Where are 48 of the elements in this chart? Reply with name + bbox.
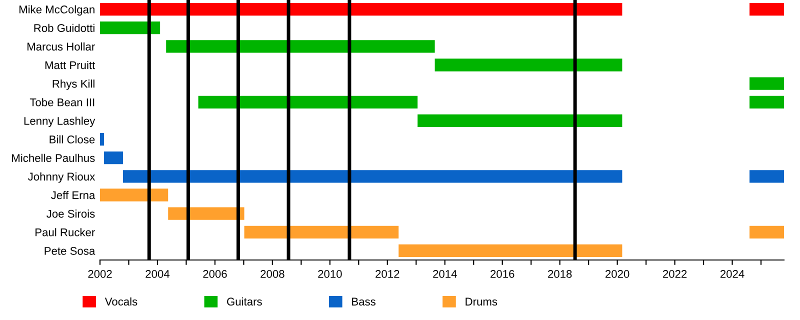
- legend-label: Guitars: [227, 297, 262, 306]
- y-tick-label: Paul Rucker: [36, 228, 95, 236]
- bar: [750, 170, 784, 183]
- bar: [244, 226, 399, 238]
- y-tick-label: Marcus Hollar: [28, 42, 95, 51]
- bar: [198, 96, 418, 108]
- x-tick-label: 2010: [318, 270, 342, 278]
- x-tick-label: 2004: [146, 270, 170, 278]
- y-tick-label: Jeff Erna: [51, 190, 96, 200]
- x-tick-label: 2018: [548, 270, 572, 278]
- legend-label: Bass: [352, 298, 376, 306]
- y-tick-label: Joe Sirois: [46, 210, 95, 218]
- bar: [122, 170, 622, 183]
- y-tick-label: Tobe Bean III: [30, 98, 94, 106]
- bar: [434, 58, 622, 72]
- y-tick-label: Rob Guidotti: [34, 24, 94, 32]
- x-tick-label: 2012: [376, 270, 400, 278]
- bar: [398, 244, 622, 258]
- bar: [750, 77, 784, 90]
- x-tick-label: 2014: [433, 270, 457, 278]
- bar: [100, 22, 160, 34]
- y-tick-label: Matt Pruitt: [45, 60, 96, 70]
- x-tick-label: 2024: [720, 270, 744, 278]
- x-tick-label: 2020: [606, 270, 630, 278]
- legend-label: Drums: [466, 298, 498, 306]
- bar: [100, 2, 622, 16]
- bar: [168, 207, 244, 220]
- bar: [750, 2, 784, 16]
- y-tick-label: Pete Sosa: [44, 246, 96, 255]
- y-tick-label: Johnny Rioux: [28, 172, 96, 183]
- bar: [750, 226, 784, 238]
- bar: [100, 188, 168, 202]
- y-tick-label: Michelle Paulhus: [12, 154, 95, 162]
- y-tick-label: Lenny Lashley: [24, 116, 96, 128]
- bar: [750, 96, 784, 108]
- x-tick-label: 2008: [260, 270, 284, 278]
- x-tick-label: 2022: [662, 270, 687, 278]
- y-tick-label: Mike McColgan: [19, 5, 94, 16]
- x-tick-label: 2002: [88, 270, 112, 278]
- bar: [104, 152, 123, 164]
- bar: [100, 132, 104, 146]
- legend-label: Vocals: [104, 297, 138, 306]
- bar: [418, 114, 622, 128]
- x-tick-label: 2006: [203, 270, 227, 278]
- bar: [166, 40, 435, 53]
- y-tick-label: Rhys Kill: [52, 80, 94, 90]
- x-tick-label: 2016: [490, 270, 514, 278]
- y-tick-label: Bill Close: [50, 135, 95, 144]
